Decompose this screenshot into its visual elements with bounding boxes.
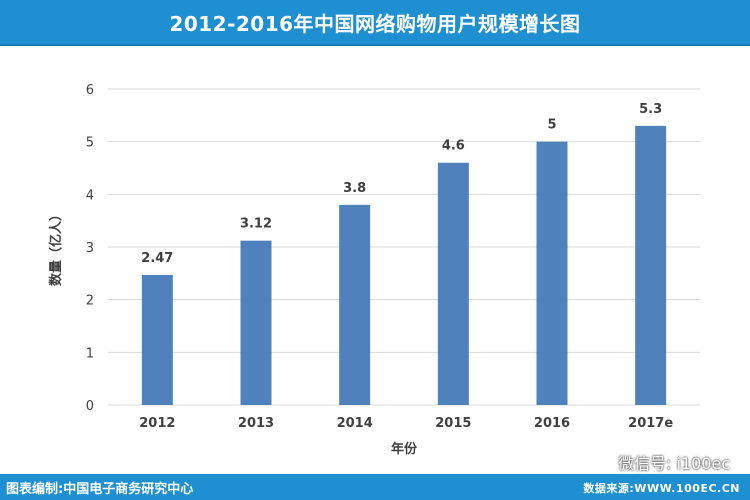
data-label: 2.47: [141, 251, 173, 266]
y-tick-label: 6: [86, 83, 94, 98]
bar: [635, 125, 667, 405]
bar: [339, 204, 371, 405]
y-tick-label: 1: [86, 346, 94, 361]
x-tick-label: 2017e: [628, 416, 673, 431]
footer-bar: 图表编制:中国电子商务研究中心 数据来源:WWW.100EC.CN: [0, 474, 750, 500]
watermark: 微信号: i100ec: [590, 450, 730, 474]
x-tick-label: 2014: [337, 416, 373, 431]
y-axis-title: 数量（亿人）: [48, 208, 64, 286]
y-tick-label: 5: [86, 136, 94, 151]
bar: [141, 274, 173, 405]
x-tick-label: 2016: [534, 416, 570, 431]
wechat-icon: [590, 453, 612, 470]
data-label: 4.6: [442, 139, 465, 154]
x-tick-label: 2013: [238, 416, 274, 431]
data-label: 5.3: [639, 102, 662, 117]
watermark-text: 微信号: i100ec: [618, 454, 731, 473]
x-tick-label: 2015: [435, 416, 471, 431]
data-label: 5: [547, 118, 556, 133]
bar: [240, 240, 272, 405]
bar: [536, 141, 568, 405]
footer-source-left: 图表编制:中国电子商务研究中心: [6, 482, 194, 497]
y-tick-label: 4: [86, 188, 94, 203]
bar: [437, 162, 469, 405]
x-axis-title: 年份: [391, 441, 418, 457]
y-tick-label: 2: [86, 294, 94, 309]
chart-title: 2012-2016年中国网络购物用户规模增长图: [169, 11, 581, 36]
title-bar: 2012-2016年中国网络购物用户规模增长图: [0, 0, 750, 46]
data-label: 3.12: [240, 217, 272, 232]
footer-source-right: 数据来源:WWW.100EC.CN: [583, 482, 740, 495]
y-tick-label: 0: [86, 399, 94, 414]
data-label: 3.8: [343, 181, 366, 196]
y-tick-label: 3: [86, 241, 94, 256]
bar-chart: 0 1 2 3 4 5 6 2.47 2012 3.12 2013 3.8 2014 4.6 2015 5 20…: [48, 83, 700, 457]
x-tick-label: 2012: [139, 416, 175, 431]
